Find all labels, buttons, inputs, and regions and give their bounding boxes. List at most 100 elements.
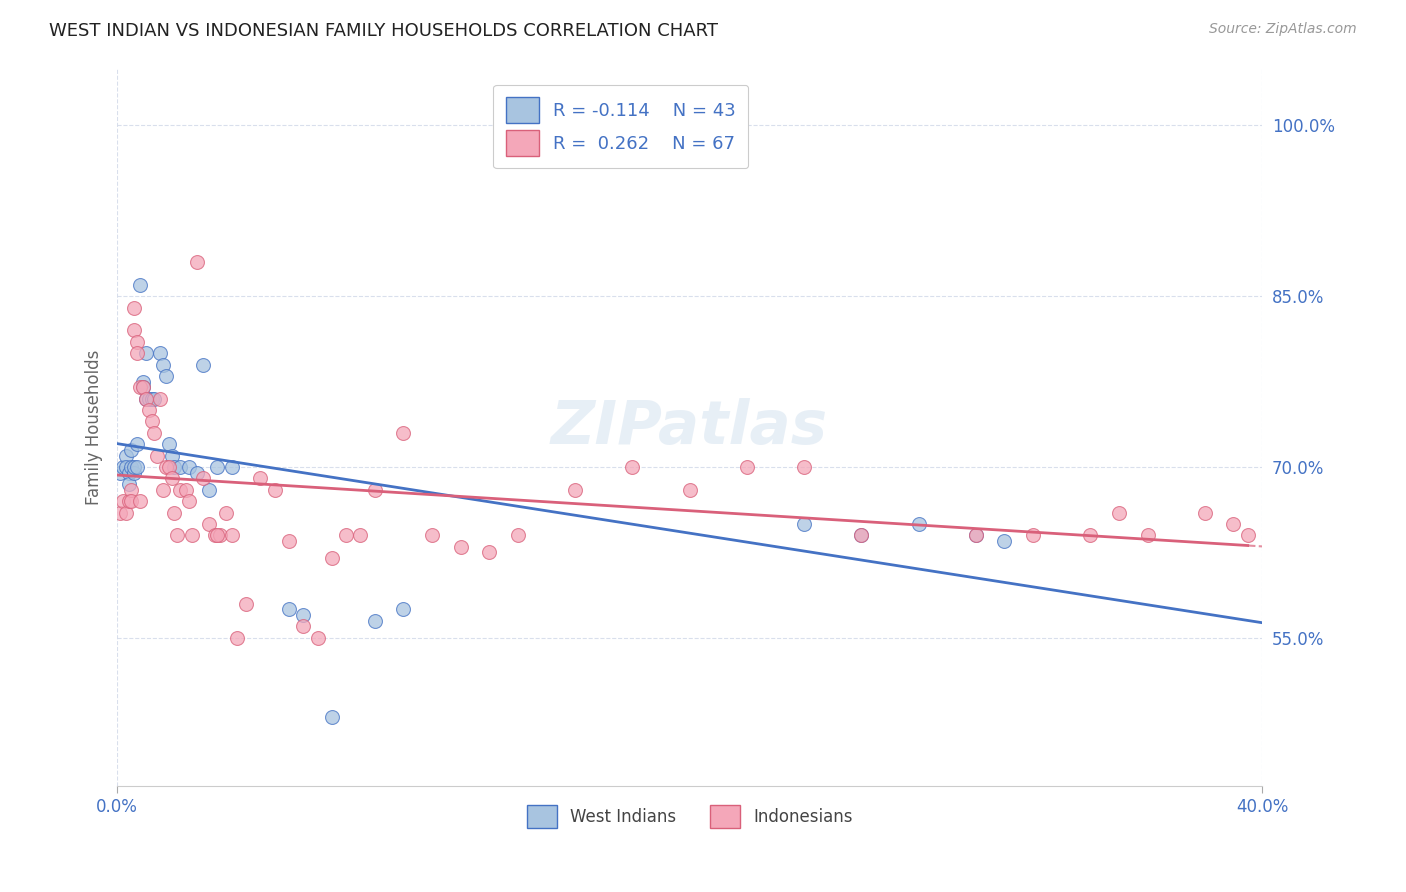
Point	[1078, 528, 1101, 542]
Point	[157, 460, 180, 475]
Point	[851, 528, 873, 542]
Point	[292, 607, 315, 622]
Point	[146, 449, 169, 463]
Point	[180, 528, 202, 542]
Point	[191, 358, 214, 372]
Point	[177, 494, 200, 508]
Point	[121, 483, 143, 497]
Point	[965, 528, 987, 542]
Point	[364, 483, 387, 497]
Point	[221, 460, 243, 475]
Point	[993, 534, 1015, 549]
Text: Source: ZipAtlas.com: Source: ZipAtlas.com	[1209, 22, 1357, 37]
Point	[135, 392, 157, 406]
Point	[111, 494, 134, 508]
Point	[149, 392, 172, 406]
Point	[169, 460, 191, 475]
Point	[177, 460, 200, 475]
Point	[127, 437, 149, 451]
Point	[186, 466, 208, 480]
Point	[735, 460, 758, 475]
Point	[143, 392, 166, 406]
Point	[143, 425, 166, 440]
Point	[209, 528, 232, 542]
Point	[111, 460, 134, 475]
Point	[226, 631, 249, 645]
Point	[392, 425, 415, 440]
Point	[141, 392, 163, 406]
Point	[135, 392, 157, 406]
Point	[1108, 506, 1130, 520]
Point	[321, 551, 343, 566]
Point	[108, 466, 131, 480]
Point	[114, 506, 136, 520]
Point	[129, 277, 152, 292]
Point	[186, 255, 208, 269]
Point	[160, 471, 183, 485]
Point	[155, 368, 177, 383]
Point	[321, 710, 343, 724]
Point	[851, 528, 873, 542]
Point	[163, 506, 186, 520]
Point	[124, 460, 146, 475]
Point	[124, 301, 146, 315]
Point	[166, 528, 188, 542]
Point	[117, 477, 139, 491]
Point	[235, 597, 257, 611]
Point	[152, 358, 174, 372]
Point	[678, 483, 700, 497]
Point	[127, 460, 149, 475]
Point	[221, 528, 243, 542]
Point	[204, 528, 226, 542]
Text: WEST INDIAN VS INDONESIAN FAMILY HOUSEHOLDS CORRELATION CHART: WEST INDIAN VS INDONESIAN FAMILY HOUSEHO…	[49, 22, 718, 40]
Point	[117, 466, 139, 480]
Point	[207, 460, 229, 475]
Point	[152, 483, 174, 497]
Point	[132, 380, 155, 394]
Point	[907, 516, 929, 531]
Point	[132, 380, 155, 394]
Point	[114, 449, 136, 463]
Point	[114, 460, 136, 475]
Y-axis label: Family Households: Family Households	[86, 350, 103, 505]
Point	[420, 528, 443, 542]
Point	[129, 494, 152, 508]
Point	[263, 483, 285, 497]
Point	[127, 334, 149, 349]
Point	[124, 323, 146, 337]
Point	[349, 528, 371, 542]
Point	[138, 392, 160, 406]
Point	[506, 528, 529, 542]
Point	[197, 483, 219, 497]
Point	[197, 516, 219, 531]
Point	[364, 614, 387, 628]
Text: ZIPatlas: ZIPatlas	[551, 398, 828, 457]
Point	[124, 466, 146, 480]
Point	[191, 471, 214, 485]
Point	[121, 442, 143, 457]
Point	[135, 346, 157, 360]
Point	[155, 460, 177, 475]
Point	[1194, 506, 1216, 520]
Point	[129, 380, 152, 394]
Point	[1222, 516, 1244, 531]
Point	[121, 494, 143, 508]
Point	[174, 483, 197, 497]
Point	[793, 516, 815, 531]
Point	[1236, 528, 1258, 542]
Point	[127, 346, 149, 360]
Legend: West Indians, Indonesians: West Indians, Indonesians	[520, 798, 859, 835]
Point	[108, 506, 131, 520]
Point	[478, 545, 501, 559]
Point	[132, 375, 155, 389]
Point	[169, 483, 191, 497]
Point	[564, 483, 586, 497]
Point	[249, 471, 271, 485]
Point	[307, 631, 329, 645]
Point	[335, 528, 357, 542]
Point	[207, 528, 229, 542]
Point	[117, 494, 139, 508]
Point	[793, 460, 815, 475]
Point	[160, 449, 183, 463]
Point	[621, 460, 644, 475]
